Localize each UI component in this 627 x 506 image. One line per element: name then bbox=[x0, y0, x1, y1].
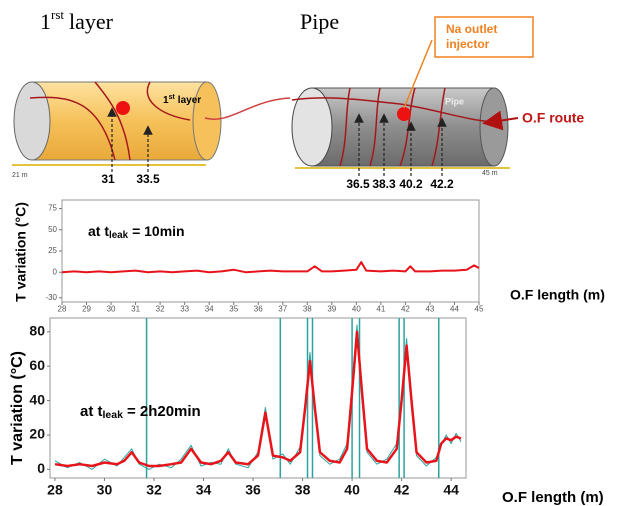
x-tick-label: 40 bbox=[352, 304, 361, 313]
label-word: layer bbox=[178, 95, 201, 106]
title-layer: 1rst layer bbox=[40, 7, 114, 34]
y-axis-label: T variation (°C) bbox=[9, 351, 26, 465]
title-word: layer bbox=[69, 9, 114, 34]
x-axis-label: O.F length (m) bbox=[502, 489, 604, 506]
x-tick-label: 44 bbox=[450, 304, 459, 313]
injector-box bbox=[434, 16, 534, 58]
x-tick-label: 32 bbox=[156, 304, 165, 313]
x-tick-label: 36 bbox=[245, 481, 261, 497]
annotation-suffix: = 10min bbox=[132, 223, 185, 239]
injector-line-1: Na outlet bbox=[446, 22, 497, 36]
x-tick-label: 33 bbox=[180, 304, 189, 313]
injector-line bbox=[403, 39, 433, 109]
annotation-prefix: at t bbox=[88, 223, 109, 239]
x-tick-label: 38 bbox=[295, 481, 311, 497]
label-sup: st bbox=[169, 94, 176, 101]
annotation-suffix: = 2h20min bbox=[127, 403, 201, 420]
x-tick-label: 34 bbox=[205, 304, 214, 313]
x-axis-label: O.F length (m) bbox=[510, 287, 605, 303]
route-arrow bbox=[482, 110, 519, 131]
y-tick-label: 50 bbox=[48, 225, 57, 234]
scale-start: 21 m bbox=[12, 172, 28, 179]
position: 40.2 bbox=[399, 177, 423, 191]
charts: -30 0 25 50 75 28 29 30 31 32 33 34 35 36 37 38 39 40 41 42… bbox=[9, 199, 605, 506]
positions: 31 33.5 36.5 38.3 40.2 42.2 bbox=[101, 172, 454, 191]
injector-line-2: injector bbox=[446, 37, 490, 51]
x-tick-label: 38 bbox=[303, 304, 312, 313]
x-tick-label: 30 bbox=[97, 481, 113, 497]
x-tick-label: 40 bbox=[344, 481, 360, 497]
route-label: O.F route bbox=[522, 110, 584, 126]
annotation-sub: leak bbox=[109, 230, 129, 241]
x-tick-label: 28 bbox=[58, 304, 67, 313]
annotation-prefix: at t bbox=[80, 403, 103, 420]
x-tick-label: 32 bbox=[146, 481, 162, 497]
x-tick-label: 37 bbox=[278, 304, 287, 313]
y-tick-label: 0 bbox=[53, 267, 58, 276]
cylinder-label-layer: 1st layer bbox=[163, 94, 201, 106]
y-tick-label: -30 bbox=[45, 293, 57, 302]
y-tick-label: 75 bbox=[48, 204, 57, 213]
fibre bbox=[204, 97, 291, 120]
y-tick-label: 20 bbox=[29, 426, 45, 442]
plot-frame bbox=[61, 199, 480, 303]
x-tick-label: 43 bbox=[425, 304, 434, 313]
position: 31 bbox=[101, 172, 115, 186]
x-tick-label: 42 bbox=[394, 481, 410, 497]
x-tick-label: 44 bbox=[443, 481, 459, 497]
x-tick-label: 42 bbox=[401, 304, 410, 313]
x-tick-label: 34 bbox=[196, 481, 212, 497]
x-tick-label: 28 bbox=[47, 481, 63, 497]
pipe-cylinder bbox=[291, 87, 509, 167]
label-number: 1 bbox=[163, 95, 169, 106]
position: 42.2 bbox=[430, 177, 454, 191]
position: 33.5 bbox=[136, 172, 160, 186]
layer-cylinder bbox=[13, 81, 222, 161]
x-tick-label: 31 bbox=[131, 304, 140, 313]
position: 38.3 bbox=[372, 177, 396, 191]
annotation-sub: leak bbox=[103, 409, 124, 421]
x-tick-label: 30 bbox=[107, 304, 116, 313]
y-axis-label: T variation (°C) bbox=[13, 202, 29, 302]
y-tick-label: 60 bbox=[29, 357, 45, 373]
x-tick-label: 35 bbox=[229, 304, 238, 313]
y-tick-label: 0 bbox=[37, 460, 45, 476]
y-tick-label: 80 bbox=[29, 322, 45, 338]
x-tick-label: 36 bbox=[254, 304, 263, 313]
annotation: at tleak = 10min bbox=[88, 223, 185, 241]
y-tick-label: 40 bbox=[29, 391, 45, 407]
x-tick-label: 39 bbox=[327, 304, 336, 313]
data-line bbox=[54, 330, 462, 468]
scale-end: 45 m bbox=[482, 170, 498, 177]
title-sup: rst bbox=[51, 7, 64, 22]
annotation: at tleak = 2h20min bbox=[80, 403, 201, 421]
x-tick-label: 45 bbox=[475, 304, 484, 313]
title-number: 1 bbox=[40, 9, 51, 34]
data-line bbox=[61, 261, 480, 274]
position-arrows bbox=[107, 107, 447, 176]
x-tick-label: 29 bbox=[82, 304, 91, 313]
position: 36.5 bbox=[346, 177, 370, 191]
x-tick-label: 41 bbox=[376, 304, 385, 313]
title-pipe: Pipe bbox=[300, 9, 339, 34]
cylinder-label-pipe: Pipe bbox=[445, 96, 464, 106]
y-tick-label: 25 bbox=[48, 246, 57, 255]
